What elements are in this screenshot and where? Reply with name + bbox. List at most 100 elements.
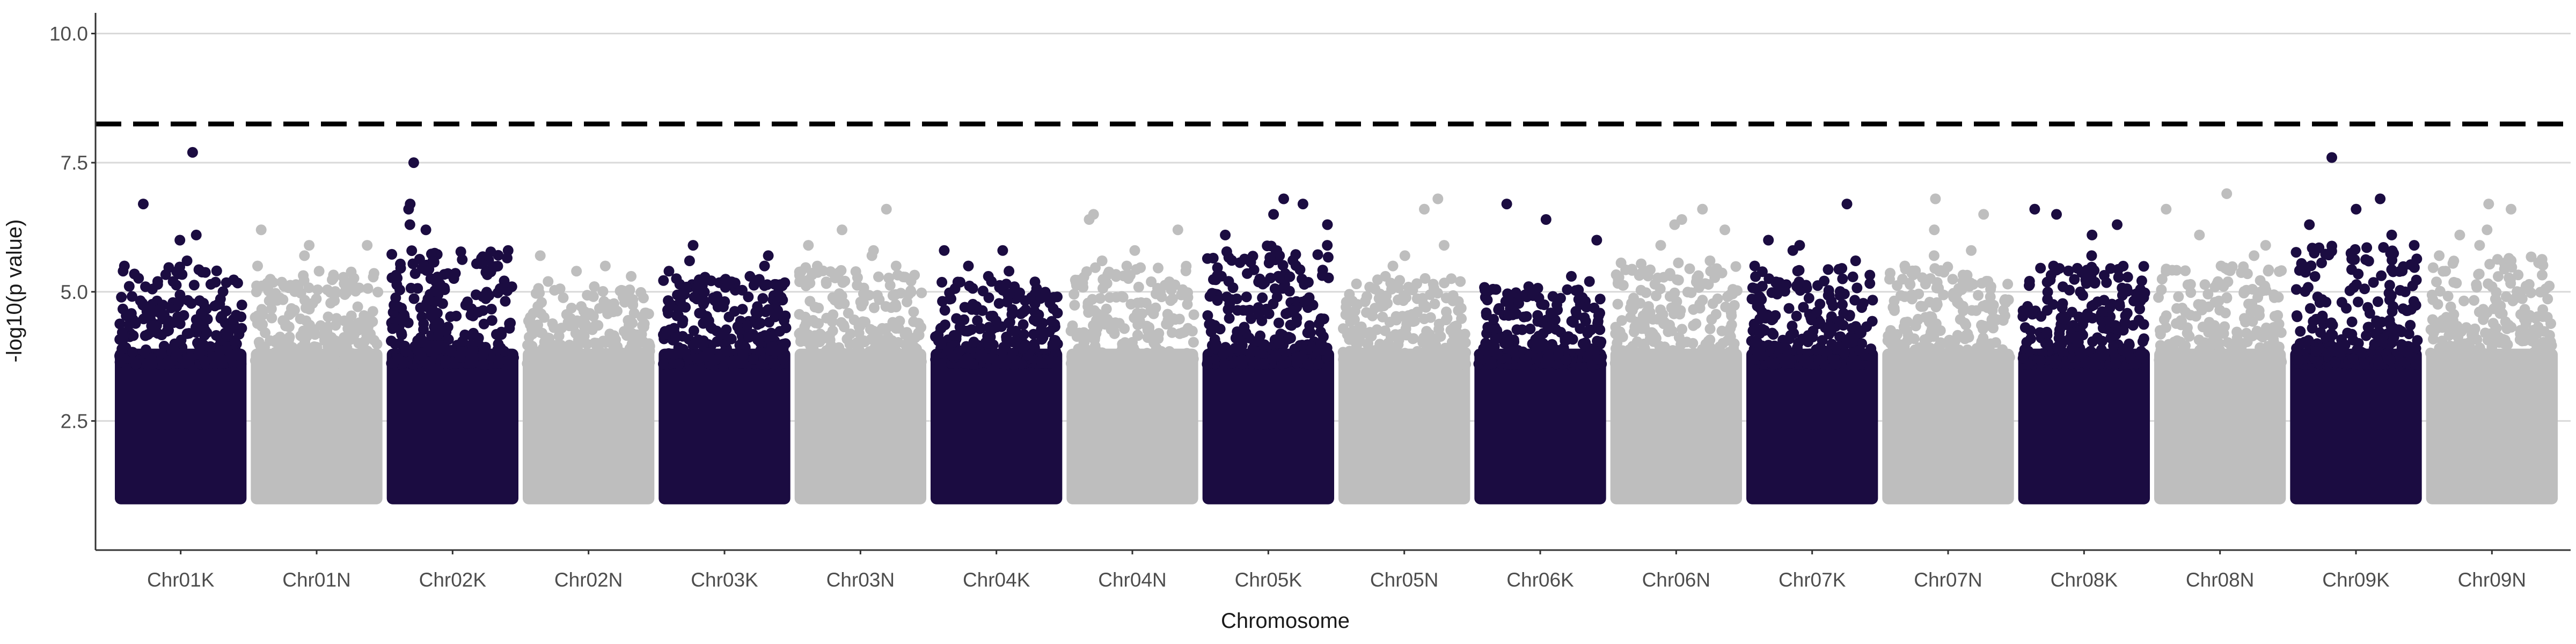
data-point bbox=[1998, 305, 2009, 316]
data-point bbox=[193, 340, 204, 351]
data-point bbox=[1947, 274, 1958, 285]
data-point bbox=[264, 295, 275, 306]
data-point bbox=[669, 323, 680, 334]
data-point bbox=[327, 342, 338, 353]
data-point bbox=[130, 358, 142, 369]
data-point bbox=[1826, 339, 1838, 350]
data-point bbox=[1906, 267, 1918, 279]
data-point bbox=[1997, 348, 2008, 360]
data-point bbox=[1223, 304, 1234, 315]
x-tick-label: Chr04N bbox=[1098, 569, 1167, 591]
data-point bbox=[1851, 282, 1863, 294]
data-point bbox=[1902, 317, 1913, 327]
data-point bbox=[232, 277, 243, 289]
data-point bbox=[2211, 335, 2222, 347]
data-point bbox=[2448, 309, 2460, 320]
data-point bbox=[898, 272, 909, 282]
data-point bbox=[539, 312, 550, 323]
data-point bbox=[1003, 317, 1014, 328]
chromosome-chr06n bbox=[1609, 203, 1743, 504]
data-point bbox=[1502, 336, 1513, 347]
data-point bbox=[1218, 348, 1229, 360]
data-point bbox=[2516, 355, 2527, 367]
data-point bbox=[2098, 349, 2110, 361]
data-point bbox=[351, 324, 362, 335]
peak-point bbox=[2304, 219, 2315, 230]
data-point bbox=[1147, 358, 1158, 370]
data-point bbox=[2545, 318, 2556, 329]
data-point bbox=[427, 305, 438, 316]
data-point bbox=[2255, 275, 2266, 286]
x-tick-label: Chr07N bbox=[1914, 569, 1982, 591]
data-point bbox=[1654, 340, 1665, 352]
data-point bbox=[884, 280, 896, 291]
data-point bbox=[1864, 269, 1876, 281]
data-point bbox=[959, 302, 970, 313]
data-point bbox=[1155, 287, 1166, 298]
data-point bbox=[1525, 323, 1536, 334]
data-point bbox=[2436, 322, 2448, 333]
data-point bbox=[2468, 327, 2479, 339]
data-point bbox=[958, 357, 969, 368]
data-point bbox=[1540, 340, 1550, 352]
data-point bbox=[603, 299, 614, 310]
peak-point bbox=[2506, 203, 2516, 215]
data-point bbox=[579, 358, 590, 370]
data-point bbox=[1230, 333, 1241, 343]
data-point bbox=[1726, 319, 1737, 331]
data-point bbox=[2427, 262, 2439, 273]
data-point bbox=[993, 298, 1005, 309]
data-point bbox=[2114, 298, 2125, 310]
data-point bbox=[2171, 265, 2182, 276]
data-point bbox=[1691, 275, 1702, 286]
data-point bbox=[315, 320, 326, 331]
data-point bbox=[2003, 294, 2014, 305]
data-point bbox=[339, 289, 350, 300]
data-point bbox=[1917, 272, 1928, 283]
x-tick-label: Chr05K bbox=[1235, 569, 1302, 591]
data-point bbox=[1316, 270, 1328, 281]
peak-point bbox=[1172, 224, 1183, 236]
x-tick-label: Chr06N bbox=[1642, 569, 1711, 591]
data-point bbox=[1226, 255, 1238, 266]
data-point bbox=[1531, 343, 1542, 354]
data-point bbox=[549, 284, 560, 296]
data-point bbox=[1425, 289, 1436, 300]
data-point bbox=[1833, 264, 1845, 275]
x-tick-label: Chr03K bbox=[691, 569, 758, 591]
peak-point bbox=[2409, 240, 2420, 251]
data-point bbox=[856, 301, 867, 312]
data-point bbox=[1531, 353, 1542, 364]
data-point bbox=[1931, 299, 1943, 310]
y-tick-label: 7.5 bbox=[61, 152, 88, 174]
data-point bbox=[858, 335, 869, 346]
data-point bbox=[1747, 282, 1758, 294]
data-point bbox=[935, 358, 946, 370]
data-point bbox=[2454, 355, 2465, 367]
data-point bbox=[1338, 354, 1349, 365]
x-tick-label: Chr07K bbox=[1779, 569, 1846, 591]
peak-point bbox=[1322, 240, 1333, 251]
data-point bbox=[387, 323, 398, 334]
data-point bbox=[903, 289, 914, 300]
data-point bbox=[1550, 324, 1562, 335]
data-point bbox=[1097, 283, 1108, 294]
data-point bbox=[1767, 327, 1778, 339]
data-point bbox=[1973, 290, 1984, 301]
data-point bbox=[2362, 302, 2373, 313]
data-point bbox=[1242, 305, 1253, 316]
data-point bbox=[2478, 312, 2489, 323]
chromosome-chr07k bbox=[1746, 199, 1878, 504]
data-point bbox=[1580, 337, 1591, 348]
data-point bbox=[1411, 293, 1423, 304]
peak-point bbox=[2249, 250, 2260, 261]
data-point bbox=[1123, 273, 1134, 284]
data-point bbox=[1839, 288, 1850, 299]
data-point bbox=[2542, 294, 2553, 305]
data-point bbox=[841, 333, 853, 345]
data-point bbox=[1620, 347, 1631, 358]
data-point bbox=[2017, 353, 2029, 364]
data-point bbox=[116, 327, 128, 338]
data-point bbox=[2398, 261, 2409, 272]
